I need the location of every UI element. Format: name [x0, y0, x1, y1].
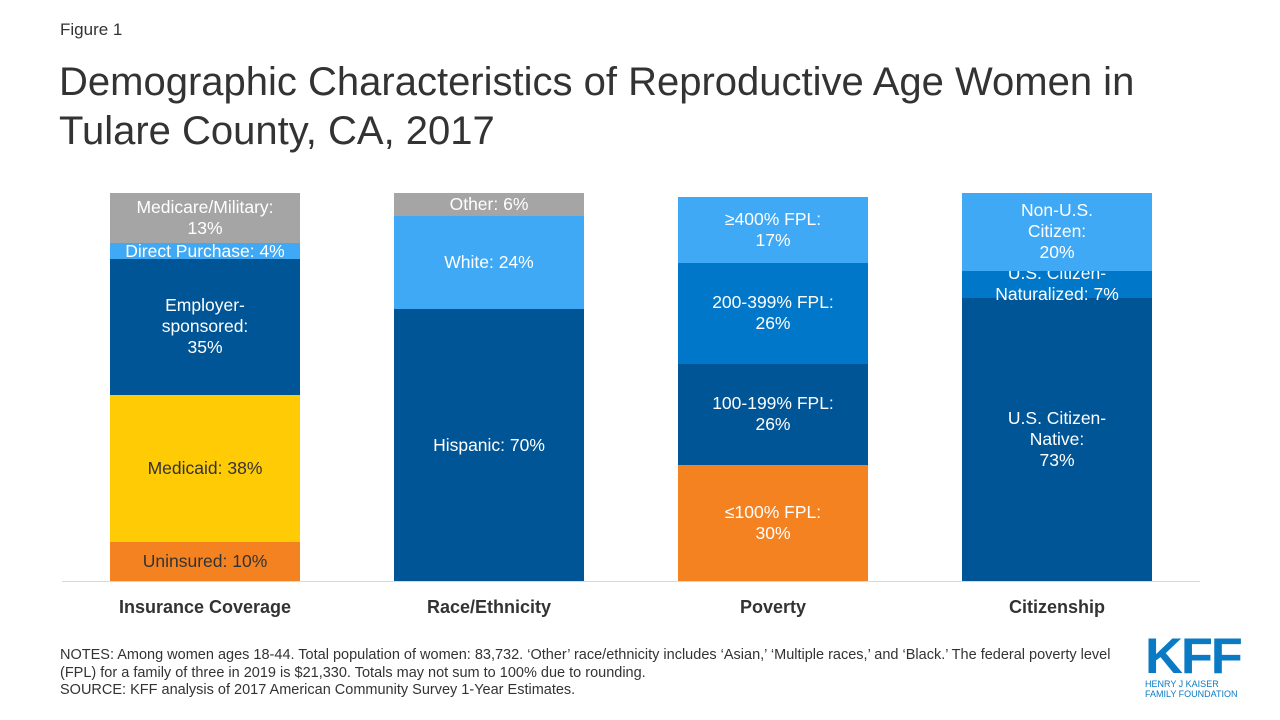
bar-segment: Other: 6% [394, 193, 584, 217]
category-label: Citizenship [1008, 597, 1105, 617]
bar-segment: 200-399% FPL: 26% [678, 262, 868, 364]
category-label: Poverty [739, 597, 807, 617]
logo-line-2: FAMILY FOUNDATION [1145, 689, 1238, 699]
bar-segment: Medicare/Military: 13% [110, 193, 300, 244]
logo-line-1: HENRY J KAISER [1145, 679, 1219, 689]
bar-segment: 100-199% FPL: 26% [678, 363, 868, 465]
category-label: Insurance Coverage [118, 597, 292, 617]
source-text: SOURCE: KFF analysis of 2017 American Co… [60, 682, 576, 698]
bar-segment: U.S. Citizen- Naturalized: 7% [962, 263, 1152, 304]
figure-label: Figure 1 [60, 20, 123, 39]
bar-segment: ≤100% FPL: 30% [678, 464, 868, 581]
bar-segment: Medicaid: 38% [110, 394, 300, 543]
bar-segment: U.S. Citizen- Native: 73% [962, 297, 1152, 581]
bar-segment: ≥400% FPL: 17% [678, 196, 868, 263]
bar-segment: Employer- sponsored: 35% [110, 258, 300, 395]
bar-segment: Non-U.S. Citizen: 20% [962, 193, 1152, 271]
x-axis-line [62, 581, 1200, 582]
bar-segment: Uninsured: 10% [110, 542, 300, 581]
bar-segment: Hispanic: 70% [394, 309, 584, 581]
bar-segment: White: 24% [394, 216, 584, 310]
logo-mark: KFF [1145, 628, 1243, 684]
bar-segment: Direct Purchase: 4% [110, 241, 300, 261]
category-label: Race/Ethnicity [426, 597, 552, 617]
chart-title: Demographic Characteristics of Reproduct… [59, 60, 1135, 153]
kff-logo: KFF HENRY J KAISER FAMILY FOUNDATION [1145, 631, 1245, 699]
notes: NOTES: Among women ages 18-44. Total pop… [60, 647, 1130, 700]
notes-text: NOTES: Among women ages 18-44. Total pop… [60, 647, 1111, 681]
